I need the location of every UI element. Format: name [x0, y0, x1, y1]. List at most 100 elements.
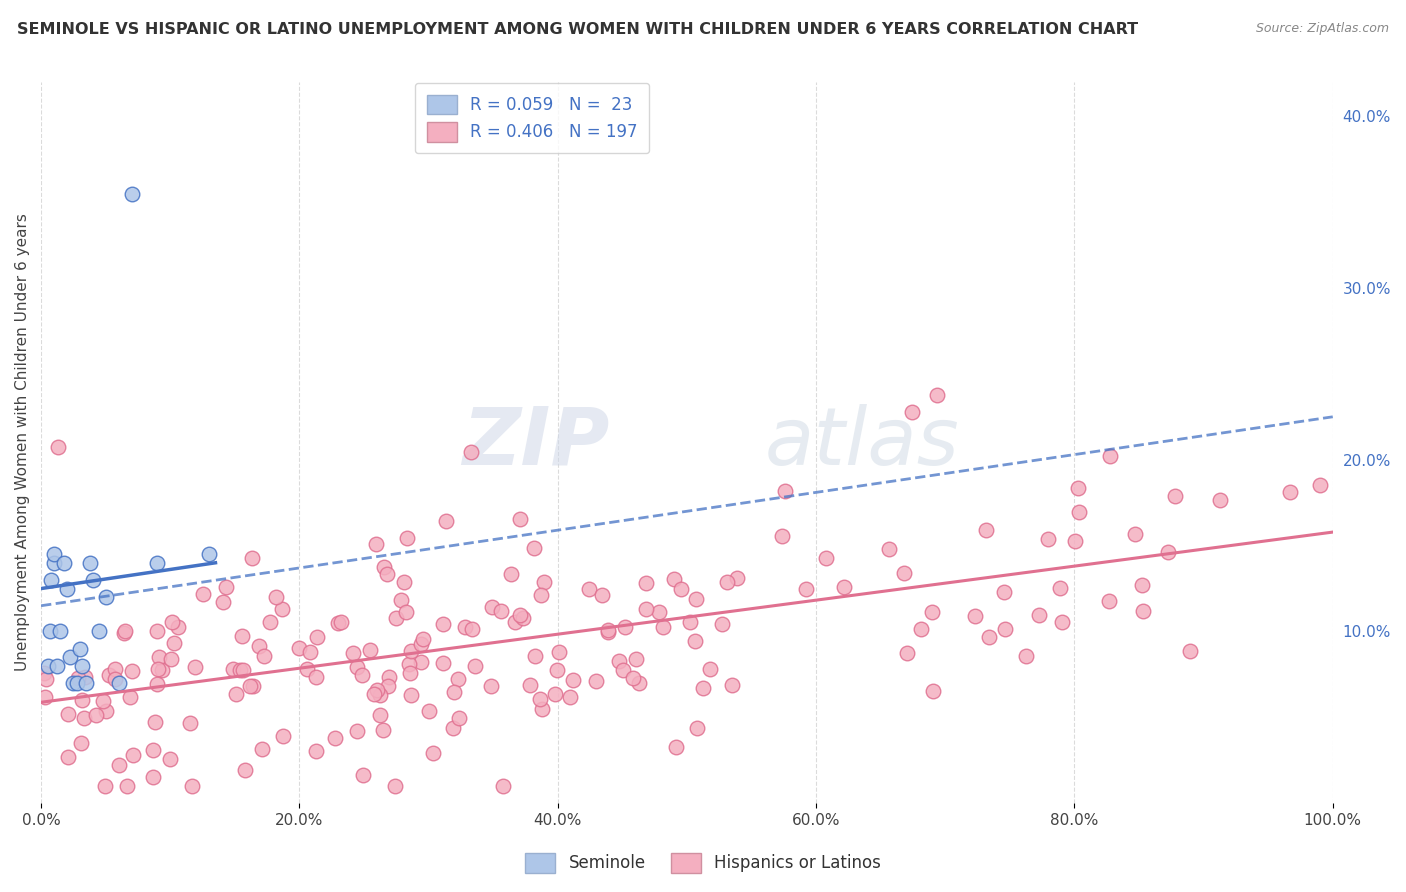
Point [925, 388, 948, 402]
Point [394, 575, 416, 590]
Point [366, 537, 388, 551]
Point [342, 646, 364, 660]
Point [377, 679, 399, 693]
Point [239, 679, 262, 693]
Point [142, 742, 165, 756]
Point [1067, 504, 1090, 518]
Point [352, 667, 374, 681]
Point [560, 690, 582, 704]
Point [384, 611, 406, 625]
Point [160, 615, 183, 630]
Point [686, 721, 709, 735]
Point [233, 763, 256, 777]
Point [398, 657, 420, 672]
Point [578, 582, 600, 596]
Point [692, 681, 714, 696]
Point [607, 654, 630, 668]
Point [70, 692, 93, 706]
Point [371, 723, 394, 738]
Point [250, 741, 273, 756]
Point [1209, 493, 1232, 508]
Point [519, 678, 541, 692]
Point [270, 602, 292, 616]
Point [1309, 478, 1331, 492]
Point [215, 580, 238, 594]
Point [247, 639, 270, 653]
Point [363, 687, 385, 701]
Point [70, 736, 93, 750]
Point [352, 768, 374, 782]
Point [544, 687, 567, 701]
Point [683, 634, 706, 648]
Point [530, 702, 553, 716]
Point [509, 608, 531, 623]
Point [901, 405, 924, 419]
Point [665, 740, 688, 755]
Point [191, 587, 214, 601]
Point [501, 566, 523, 581]
Point [229, 664, 252, 678]
Point [359, 643, 381, 657]
Point [180, 779, 202, 793]
Point [725, 571, 748, 585]
Point [627, 675, 650, 690]
Point [596, 624, 619, 639]
Point [481, 599, 503, 614]
Point [53, 556, 76, 570]
Point [877, 542, 900, 557]
Text: Source: ZipAtlas.com: Source: ZipAtlas.com [1256, 22, 1389, 36]
Point [298, 645, 321, 659]
Point [368, 688, 391, 702]
Point [529, 691, 551, 706]
Point [305, 670, 328, 684]
Point [399, 666, 422, 681]
Point [399, 644, 422, 658]
Point [524, 649, 547, 664]
Point [634, 602, 657, 616]
Point [1038, 533, 1060, 547]
Point [993, 585, 1015, 599]
Point [120, 690, 142, 704]
Point [770, 529, 793, 543]
Point [716, 574, 738, 589]
Point [460, 445, 482, 459]
Point [143, 714, 166, 729]
Point [104, 662, 127, 676]
Point [112, 626, 135, 640]
Point [1015, 649, 1038, 664]
Point [159, 752, 181, 766]
Point [94, 779, 117, 793]
Point [512, 611, 534, 625]
Point [1130, 578, 1153, 592]
Point [492, 779, 515, 793]
Point [84, 707, 107, 722]
Point [39, 624, 62, 639]
Point [330, 615, 353, 629]
Point [422, 746, 444, 760]
Point [1063, 534, 1085, 549]
Point [523, 541, 546, 556]
Point [395, 605, 418, 619]
Point [163, 636, 186, 650]
Point [546, 663, 568, 677]
Point [461, 622, 484, 636]
Point [614, 620, 637, 634]
Point [326, 616, 349, 631]
Point [974, 523, 997, 537]
Point [42, 547, 65, 561]
Point [647, 605, 669, 619]
Point [1123, 527, 1146, 541]
Point [585, 674, 607, 689]
Point [1157, 545, 1180, 559]
Point [464, 658, 486, 673]
Point [69, 641, 91, 656]
Point [591, 588, 613, 602]
Point [710, 616, 733, 631]
Point [1028, 608, 1050, 623]
Point [893, 566, 915, 581]
Point [662, 572, 685, 586]
Point [67, 672, 90, 686]
Point [441, 721, 464, 735]
Point [46, 440, 69, 454]
Point [1067, 481, 1090, 495]
